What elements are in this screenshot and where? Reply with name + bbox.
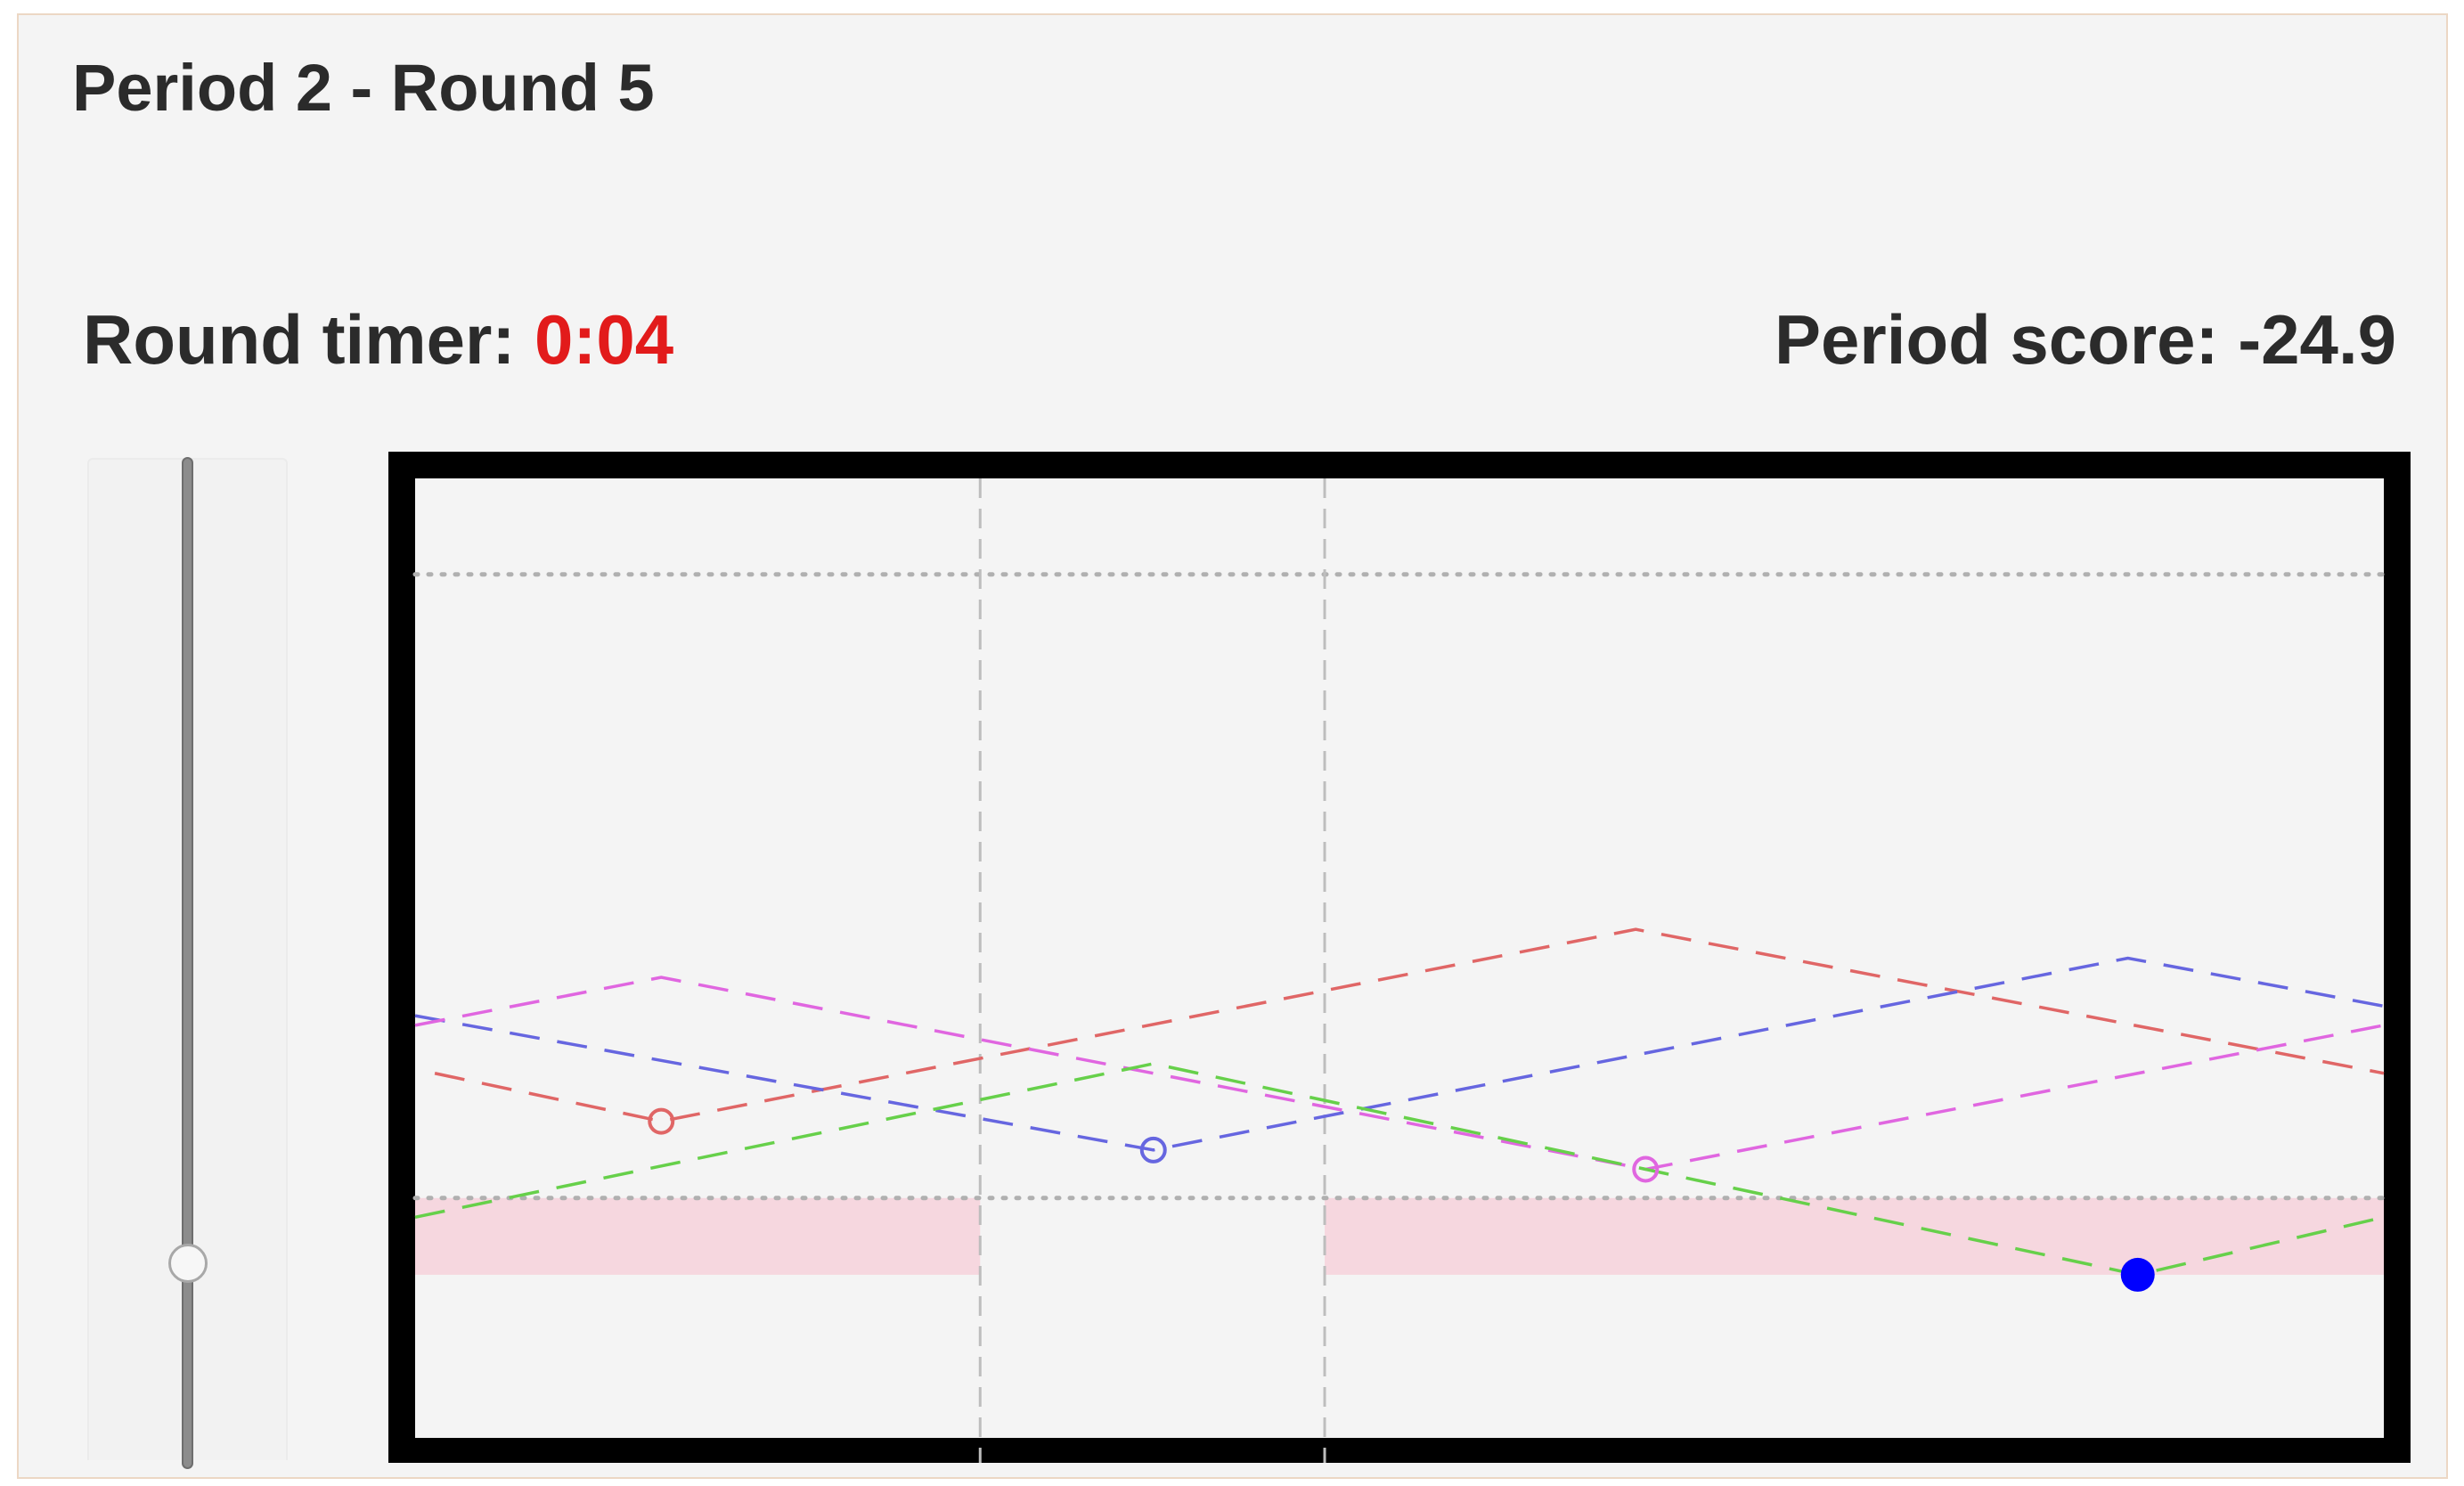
period-score: Period score: -24.9 bbox=[1775, 297, 2396, 382]
slider-thumb[interactable] bbox=[168, 1244, 208, 1284]
round-timer: Round timer: 0:04 bbox=[83, 297, 673, 382]
red-series-marker bbox=[648, 1107, 675, 1135]
period-score-label: Period score: bbox=[1775, 300, 2239, 379]
shaded-band-2 bbox=[1325, 1197, 2384, 1275]
green-series-line bbox=[414, 1062, 2385, 1277]
plot-frame bbox=[388, 452, 2411, 1463]
red-series-line bbox=[434, 927, 2385, 1123]
round-timer-label: Round timer: bbox=[83, 300, 534, 379]
plot-area bbox=[415, 478, 2384, 1438]
slider-rail[interactable] bbox=[182, 457, 193, 1469]
period-round-title: Period 2 - Round 5 bbox=[72, 51, 655, 125]
round-timer-value: 0:04 bbox=[534, 300, 674, 379]
game-plot[interactable] bbox=[388, 452, 2411, 1463]
period-score-value: -24.9 bbox=[2238, 300, 2396, 379]
green-series-player-marker bbox=[2120, 1257, 2155, 1292]
magenta-series-line bbox=[414, 976, 2385, 1172]
shaded-band-1 bbox=[415, 1197, 981, 1275]
blue-series-marker bbox=[1139, 1136, 1167, 1163]
magenta-series-marker bbox=[1632, 1155, 1660, 1183]
game-panel: Period 2 - Round 5 Round timer: 0:04 Per… bbox=[17, 13, 2448, 1479]
